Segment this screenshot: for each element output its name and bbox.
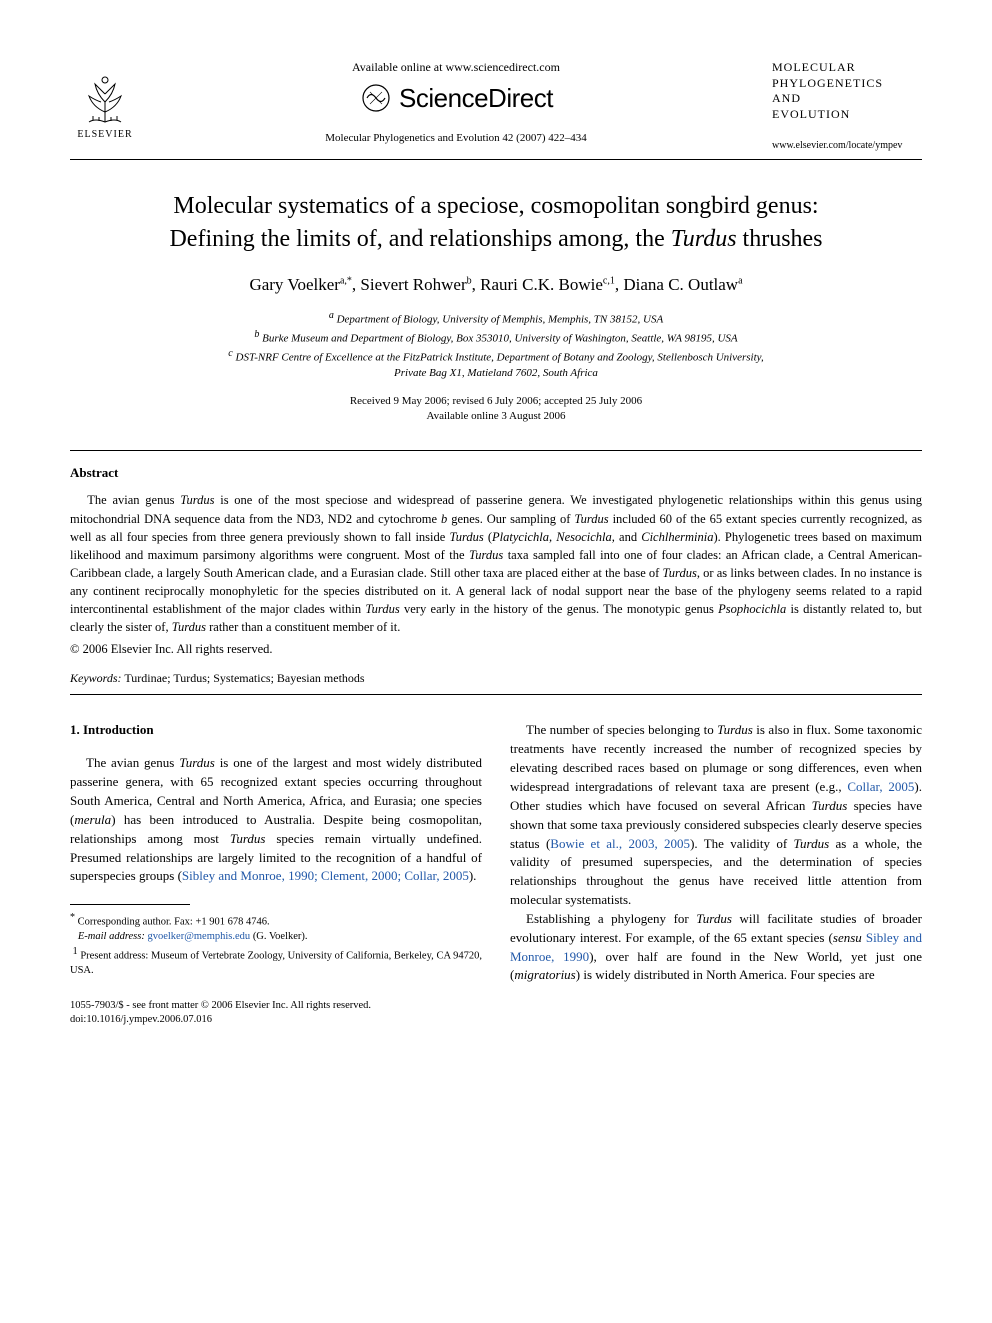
page-header: ELSEVIER Available online at www.science… <box>70 60 922 151</box>
author-1: Gary Voelker <box>249 275 340 294</box>
journal-name-line1: MOLECULAR <box>772 60 922 76</box>
journal-name-line2: PHYLOGENETICS <box>772 76 922 92</box>
footer-line2: doi:10.1016/j.ympev.2006.07.016 <box>70 1013 482 1027</box>
abstract-bottom-divider <box>70 694 922 695</box>
ref-link[interactable]: Sibley and Monroe, 1990; Clement, 2000; … <box>182 868 469 883</box>
abstract-heading: Abstract <box>70 465 922 481</box>
footnote-email: E-mail address: gvoelker@memphis.edu (G.… <box>70 930 482 945</box>
author-4-sup: a <box>738 276 742 287</box>
keywords-text: Turdinae; Turdus; Systematics; Bayesian … <box>122 671 365 685</box>
body-columns: 1. Introduction The avian genus Turdus i… <box>70 721 922 1027</box>
footnote-rule <box>70 904 190 905</box>
journal-url: www.elsevier.com/locate/ympev <box>772 140 922 151</box>
available-online-text: Available online at www.sciencedirect.co… <box>140 60 772 75</box>
title-line1: Molecular systematics of a speciose, cos… <box>173 193 818 219</box>
ref-link[interactable]: Collar, 2005 <box>847 779 914 794</box>
author-3: Rauri C.K. Bowie <box>480 275 603 294</box>
dates-received: Received 9 May 2006; revised 6 July 2006… <box>350 395 642 407</box>
right-column: The number of species belonging to Turdu… <box>510 721 922 1027</box>
footnotes: * Corresponding author. Fax: +1 901 678 … <box>70 911 482 979</box>
abstract-copyright: © 2006 Elsevier Inc. All rights reserved… <box>70 642 922 657</box>
affiliation-c-line2: Private Bag X1, Matieland 7602, South Af… <box>394 367 598 379</box>
affiliation-a: Department of Biology, University of Mem… <box>337 314 664 326</box>
article-title: Molecular systematics of a speciose, cos… <box>70 190 922 255</box>
journal-name-line4: EVOLUTION <box>772 107 922 123</box>
intro-heading: 1. Introduction <box>70 721 482 740</box>
footnote-corresponding: * Corresponding author. Fax: +1 901 678 … <box>70 911 482 930</box>
elsevier-tree-icon <box>75 72 135 127</box>
intro-right-p1: The number of species belonging to Turdu… <box>510 721 922 909</box>
author-1-sup: a,* <box>340 276 352 287</box>
sciencedirect-logo: ScienceDirect <box>359 81 553 115</box>
keywords-label: Keywords: <box>70 671 122 685</box>
author-4: Diana C. Outlaw <box>623 275 738 294</box>
dates-online: Available online 3 August 2006 <box>426 410 565 422</box>
intro-right-p2: Establishing a phylogeny for Turdus will… <box>510 910 922 985</box>
journal-reference: Molecular Phylogenetics and Evolution 42… <box>140 132 772 144</box>
affiliation-c-line1: DST-NRF Centre of Excellence at the Fitz… <box>236 352 764 364</box>
footer-line1: 1055-7903/$ - see front matter © 2006 El… <box>70 999 482 1013</box>
title-line2-post: thrushes <box>737 226 823 252</box>
journal-name-line3: AND <box>772 91 922 107</box>
left-column: 1. Introduction The avian genus Turdus i… <box>70 721 482 1027</box>
ref-link[interactable]: Bowie et al., 2003, 2005 <box>550 836 690 851</box>
author-2-sup: b <box>467 276 472 287</box>
title-line2-em: Turdus <box>671 226 737 252</box>
journal-title-box: MOLECULAR PHYLOGENETICS AND EVOLUTION ww… <box>772 60 922 151</box>
footnote-present-address: 1 Present address: Museum of Vertebrate … <box>70 945 482 979</box>
affiliations: a Department of Biology, University of M… <box>70 309 922 382</box>
article-dates: Received 9 May 2006; revised 6 July 2006… <box>70 394 922 425</box>
sciencedirect-icon <box>359 81 393 115</box>
title-line2-pre: Defining the limits of, and relationship… <box>169 226 670 252</box>
elsevier-logo: ELSEVIER <box>70 60 140 140</box>
author-2: Sievert Rohwer <box>360 275 466 294</box>
author-3-sup: c,1 <box>603 276 615 287</box>
intro-left-p1: The avian genus Turdus is one of the lar… <box>70 754 482 886</box>
header-divider <box>70 159 922 160</box>
sciencedirect-text: ScienceDirect <box>399 83 553 114</box>
elsevier-label: ELSEVIER <box>77 129 132 140</box>
affiliation-b: Burke Museum and Department of Biology, … <box>262 333 738 345</box>
center-header: Available online at www.sciencedirect.co… <box>140 60 772 144</box>
abstract-text: The avian genus Turdus is one of the mos… <box>70 491 922 636</box>
footer: 1055-7903/$ - see front matter © 2006 El… <box>70 999 482 1027</box>
keywords: Keywords: Turdinae; Turdus; Systematics;… <box>70 671 922 686</box>
author-list: Gary Voelkera,*, Sievert Rohwerb, Rauri … <box>70 275 922 295</box>
email-link[interactable]: gvoelker@memphis.edu <box>147 931 250 942</box>
abstract-top-divider <box>70 450 922 451</box>
